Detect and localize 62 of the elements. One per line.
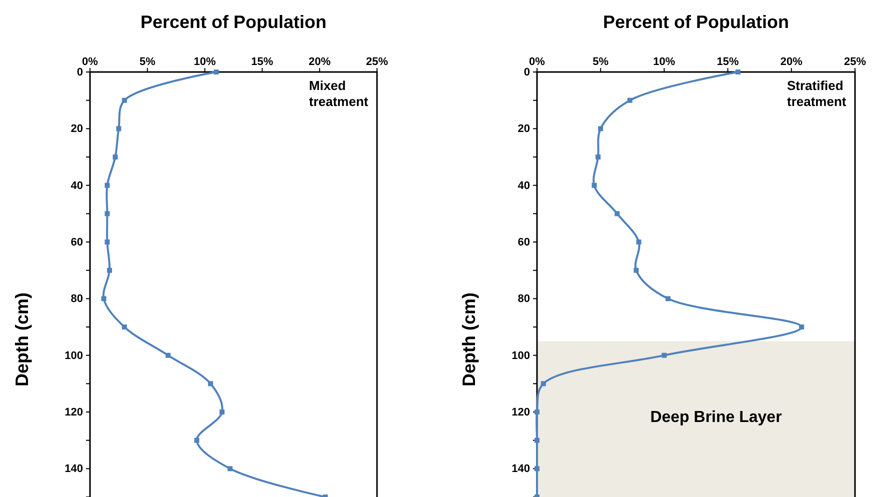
x-tick-label: 20% xyxy=(308,56,331,68)
y-tick-label: 100 xyxy=(512,350,530,362)
x-tick-label: 20% xyxy=(780,56,803,68)
point xyxy=(101,296,106,302)
x-tick-label: 15% xyxy=(716,56,740,68)
point xyxy=(540,381,546,386)
x-tick-label: 15% xyxy=(251,56,274,68)
y-tick-label: 60 xyxy=(518,236,530,249)
x-tick-label: 5% xyxy=(592,56,609,68)
x-tick-label: 10% xyxy=(194,56,216,68)
y-axis-title: Depth (cm) xyxy=(12,292,32,386)
x-tick-label: 25% xyxy=(366,56,388,68)
point xyxy=(194,438,200,443)
point xyxy=(166,352,171,358)
band-label: Deep Brine Layer xyxy=(650,409,782,426)
y-tick-label: 40 xyxy=(518,180,530,192)
point xyxy=(220,410,225,414)
x-tick-label: 10% xyxy=(653,56,676,68)
y-tick-label: 80 xyxy=(70,293,83,306)
annotation: Mixed treatment xyxy=(309,78,369,109)
point xyxy=(228,466,233,472)
y-axis-title: Depth (cm) xyxy=(459,292,479,386)
point xyxy=(122,98,127,103)
y-tick-label: 0 xyxy=(524,66,530,79)
y-tick-label: 20 xyxy=(518,123,530,136)
x-tick-label: 0% xyxy=(82,56,98,68)
x-tick-label: 5% xyxy=(139,56,156,68)
point xyxy=(116,126,122,132)
point xyxy=(122,324,127,330)
point xyxy=(107,268,112,273)
point xyxy=(666,296,671,302)
point xyxy=(112,154,118,160)
point xyxy=(735,70,740,74)
point xyxy=(214,70,219,74)
point xyxy=(104,182,110,188)
point xyxy=(598,126,604,132)
y-tick-label: 120 xyxy=(64,406,83,419)
y-tick-label: 80 xyxy=(518,293,530,306)
point xyxy=(662,352,667,358)
point xyxy=(596,154,601,160)
y-tick-label: 140 xyxy=(64,463,83,476)
point xyxy=(627,98,632,103)
y-tick-label: 120 xyxy=(512,406,530,419)
y-tick-label: 140 xyxy=(512,463,530,476)
y-tick-label: 40 xyxy=(70,180,83,192)
chart-title: Percent of Population xyxy=(140,12,327,32)
x-tick-label: 25% xyxy=(844,56,866,68)
point xyxy=(592,182,597,188)
y-tick-label: 0 xyxy=(76,66,83,79)
point xyxy=(208,381,214,386)
point xyxy=(636,240,642,244)
y-tick-label: 20 xyxy=(70,123,83,136)
y-tick-label: 60 xyxy=(70,236,83,249)
chart-title: Percent of Population xyxy=(602,12,790,32)
point xyxy=(104,240,110,244)
x-tick-label: 0% xyxy=(529,56,546,68)
point xyxy=(634,268,639,273)
point xyxy=(614,211,620,216)
point xyxy=(104,211,110,216)
y-tick-label: 100 xyxy=(64,350,83,362)
annotation: Stratified treatment xyxy=(787,78,847,109)
point xyxy=(799,324,804,330)
